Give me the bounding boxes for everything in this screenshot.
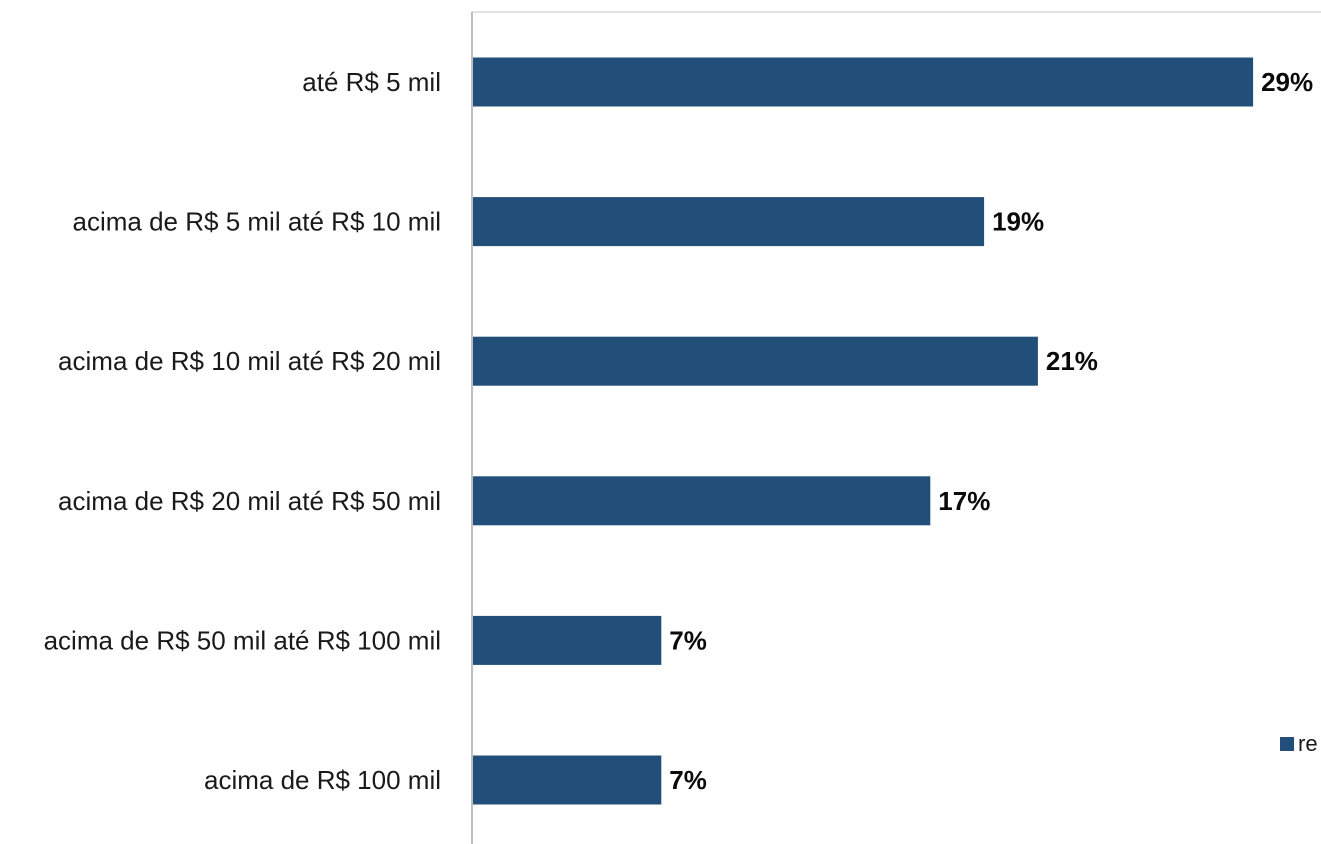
- category-label: acima de R$ 5 mil até R$ 10 mil: [73, 207, 441, 237]
- bar: [473, 197, 985, 247]
- data-label: 17%: [938, 486, 990, 516]
- category-label: acima de R$ 50 mil até R$ 100 mil: [44, 625, 441, 655]
- value-labels-group: 29% 19% 21% 17% 7% 7%: [669, 67, 1313, 795]
- bar: [473, 755, 662, 805]
- bars-group: [473, 57, 1254, 805]
- data-label: 21%: [1046, 346, 1098, 376]
- category-label: acima de R$ 100 mil: [204, 765, 441, 795]
- bar: [473, 57, 1254, 107]
- legend-label: re: [1298, 731, 1318, 756]
- data-label: 7%: [669, 765, 707, 795]
- category-label: acima de R$ 10 mil até R$ 20 mil: [58, 346, 441, 376]
- bar: [473, 615, 662, 665]
- category-label: acima de R$ 20 mil até R$ 50 mil: [58, 486, 441, 516]
- data-label: 7%: [669, 625, 707, 655]
- category-labels-group: até R$ 5 mil acima de R$ 5 mil até R$ 10 …: [44, 67, 441, 795]
- bar: [473, 336, 1038, 386]
- legend-swatch: [1280, 737, 1294, 751]
- data-label: 29%: [1261, 67, 1313, 97]
- plot-area-border: [471, 11, 1321, 844]
- data-label: 19%: [992, 207, 1044, 237]
- category-label: até R$ 5 mil: [302, 67, 441, 97]
- bar: [473, 476, 931, 526]
- legend: re: [1280, 731, 1318, 756]
